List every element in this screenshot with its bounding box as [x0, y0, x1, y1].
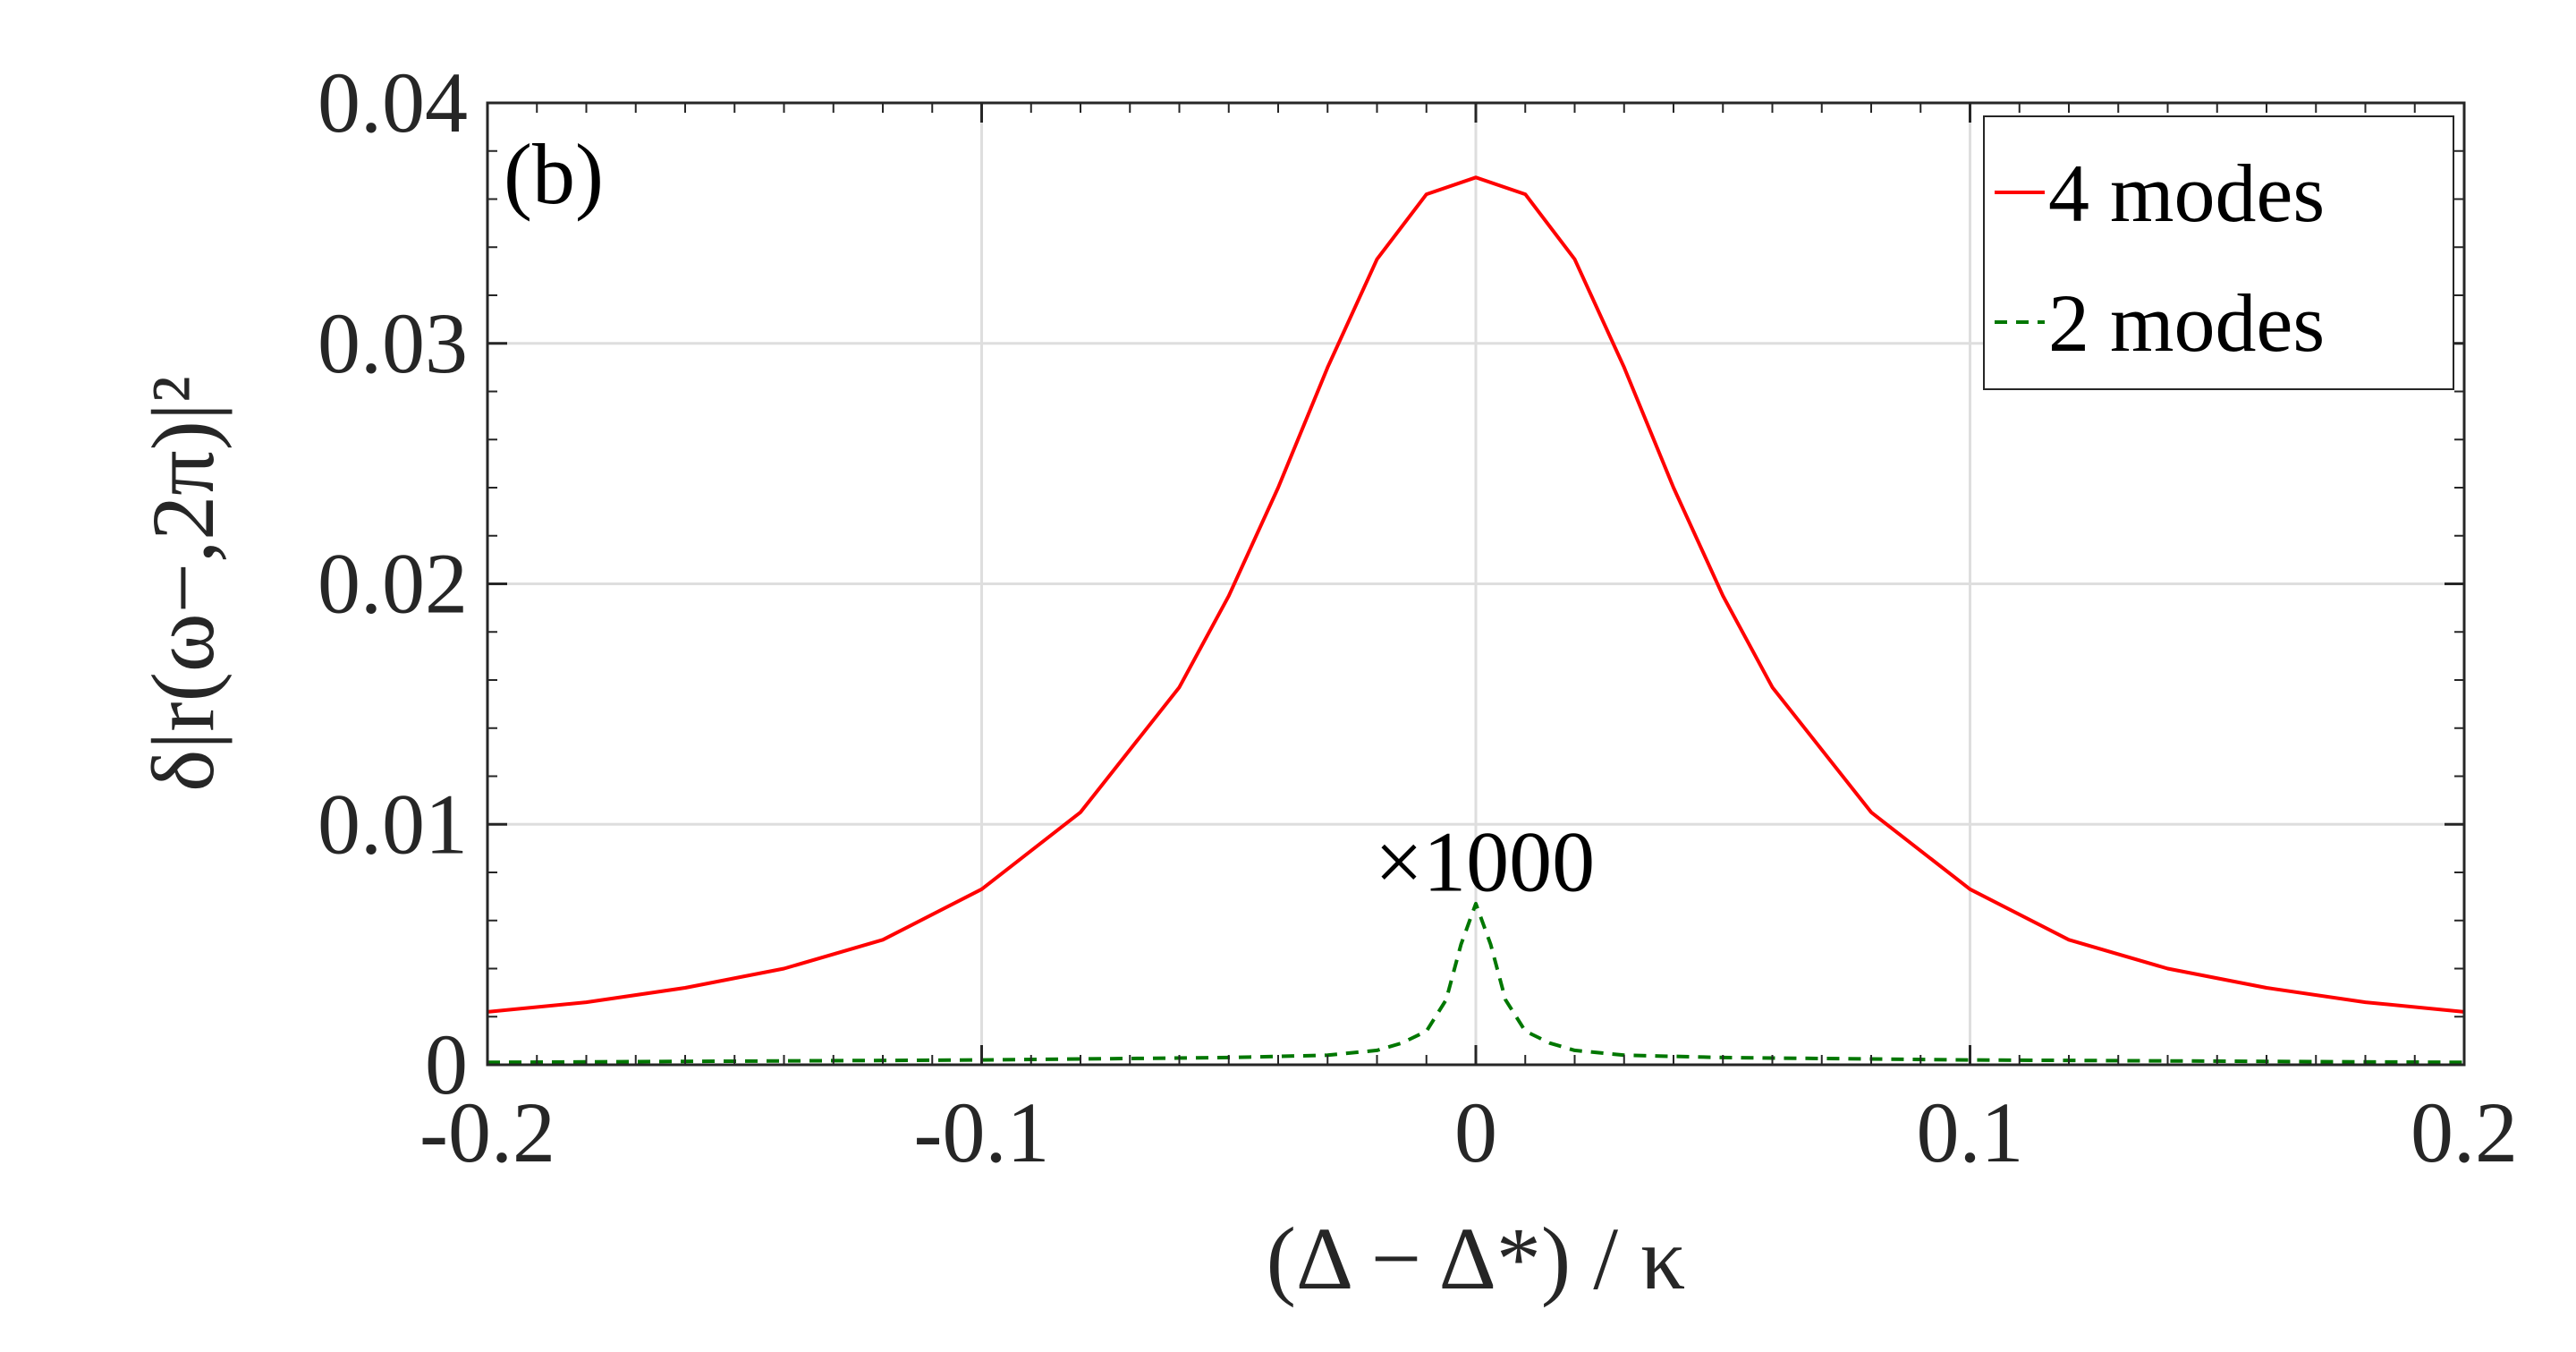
series-line-4-modes: [487, 175, 2465, 1014]
x-axis-label: (Δ − Δ*) / κ: [1267, 1209, 1686, 1308]
y-tick-label: 0: [425, 1016, 468, 1112]
y-tick-label: 0.01: [318, 776, 468, 872]
y-tick-label: 0.04: [318, 55, 468, 150]
x-tick-label: -0.1: [914, 1084, 1050, 1180]
y-tick-label: 0.02: [318, 536, 468, 632]
legend-entry-2-modes: 2 modes: [2048, 277, 2325, 369]
legend: 4 modes 2 modes: [1983, 115, 2454, 390]
legend-box: [1983, 115, 2454, 390]
y-axis-label: δ|r(ω−,2π)|²: [133, 376, 233, 792]
x-tick-label: -0.2: [419, 1084, 555, 1180]
legend-entry-4-modes: 4 modes: [2048, 148, 2325, 239]
scale-annotation: ×1000: [1375, 814, 1595, 910]
y-tick-label: 0.03: [318, 295, 468, 391]
x-tick-label: 0.1: [1917, 1084, 2024, 1180]
x-tick-label: 0.2: [2411, 1084, 2518, 1180]
x-tick-label: 0: [1454, 1084, 1497, 1180]
panel-label: (b): [504, 126, 604, 222]
